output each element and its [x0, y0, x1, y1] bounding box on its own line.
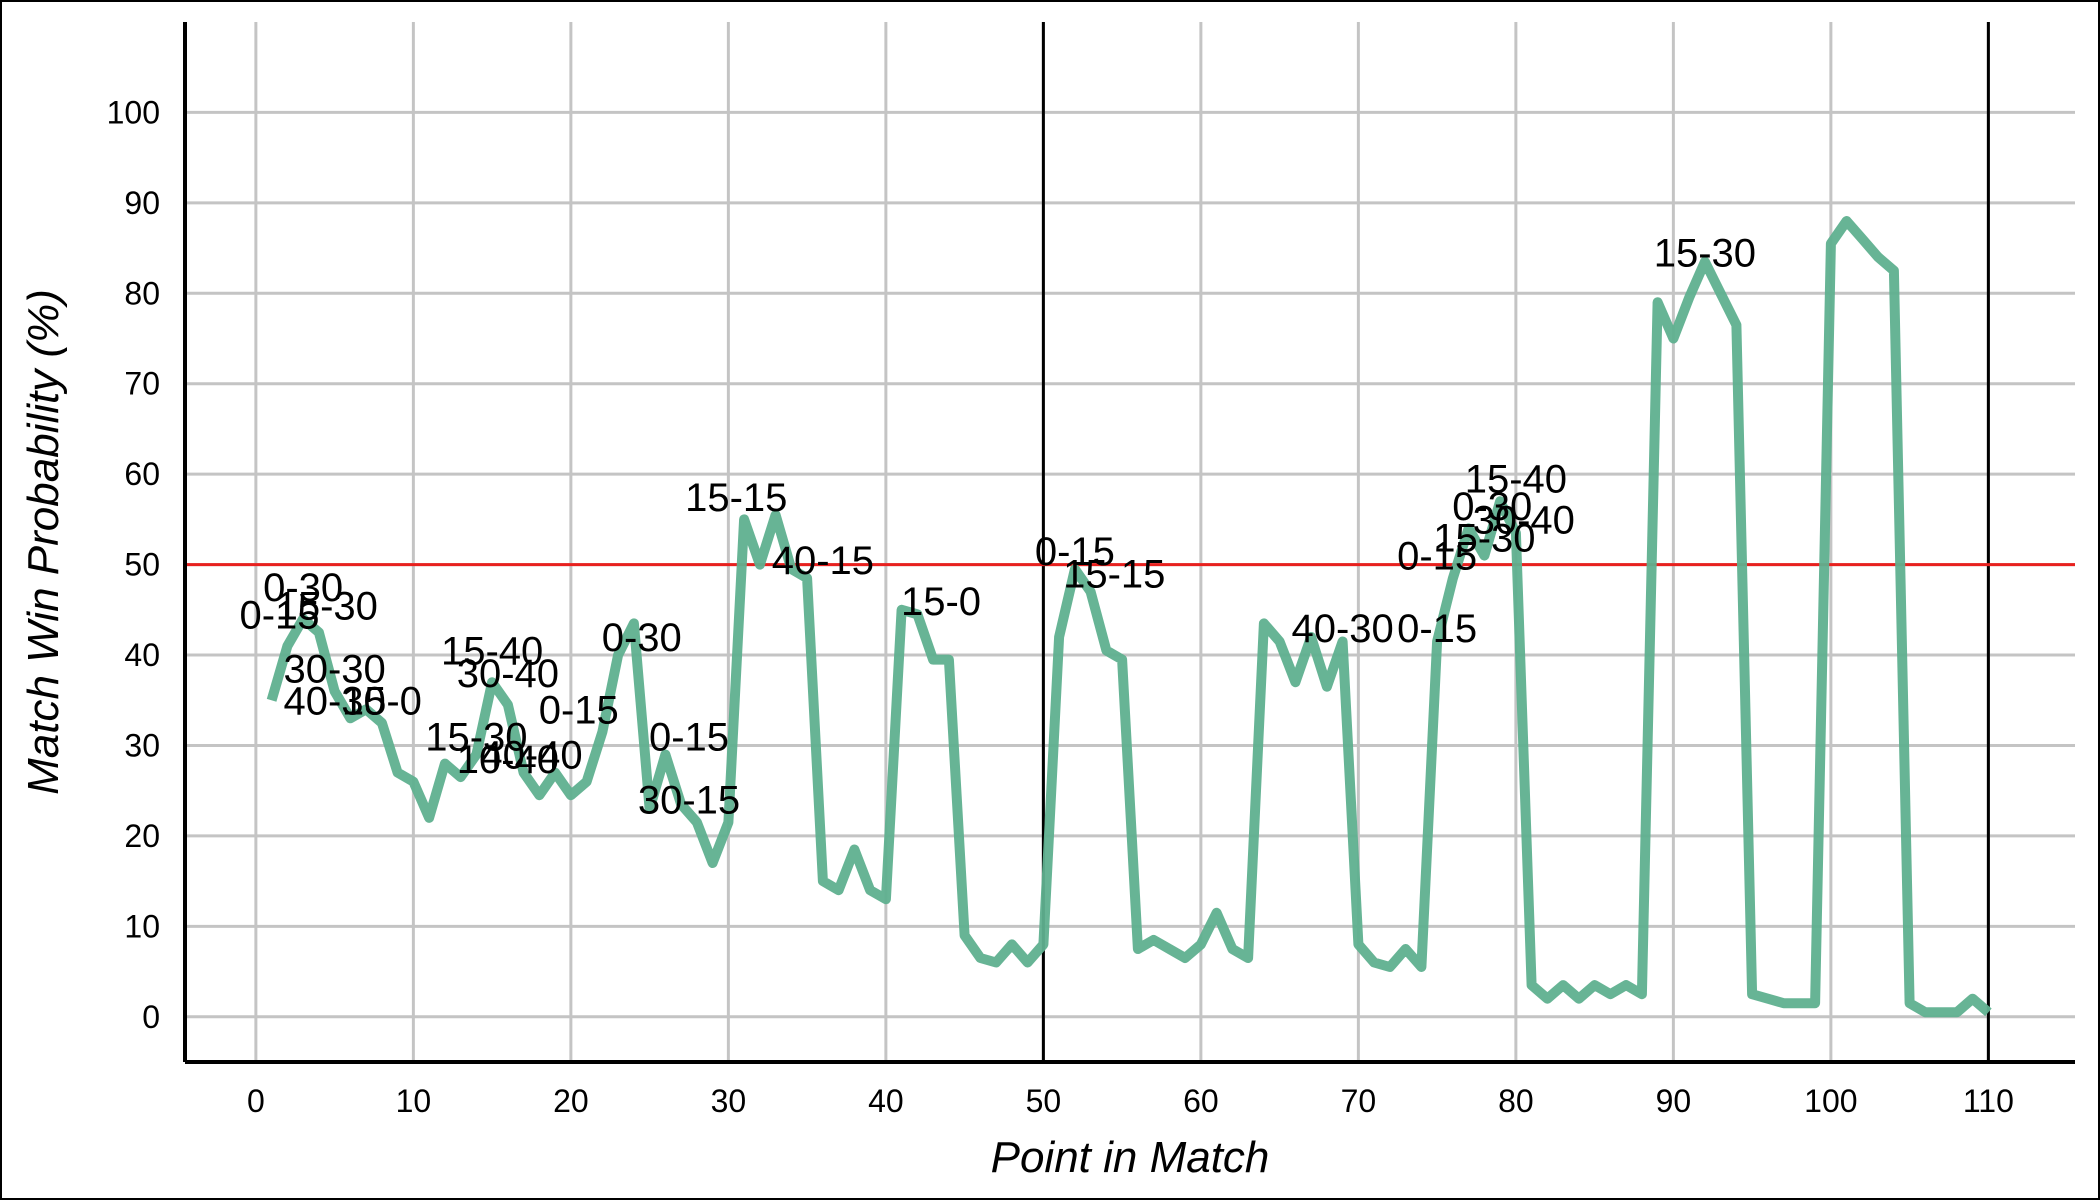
score-annotation: 40-15: [772, 539, 874, 583]
score-annotation: 30-40: [457, 652, 559, 696]
x-axis-title: Point in Match: [991, 1133, 1270, 1182]
score-annotation: 0-30: [602, 616, 682, 660]
axes: [183, 22, 2075, 1064]
score-annotation: 15-30: [425, 715, 527, 759]
y-tick-label: 80: [124, 275, 160, 311]
x-tick-label: 90: [1656, 1083, 1692, 1119]
score-annotation: 0-15: [539, 688, 619, 732]
score-annotation: 40-30: [1291, 607, 1393, 651]
x-tick-label: 110: [1963, 1083, 2014, 1119]
score-annotation: 15-0: [342, 679, 422, 723]
x-tick-label: 70: [1341, 1083, 1377, 1119]
y-tick-label: 0: [142, 999, 160, 1035]
tick-labels: 0 10 20 30 40 50 60 70 80 90 100 110 0 10 20 30 40 50 60 70…: [107, 94, 2014, 1119]
series-group: [266, 216, 1992, 1018]
score-annotation: 15-30: [1654, 232, 1756, 276]
score-annotation: 0-15: [239, 593, 319, 637]
score-annotation: 0-15: [649, 715, 729, 759]
y-tick-label: 40: [124, 637, 160, 673]
series-line: [266, 216, 1992, 1018]
score-annotation: 0-15: [1397, 607, 1477, 651]
score-annotation: 15-15: [1063, 553, 1165, 597]
score-annotation: 40-40: [480, 734, 582, 778]
score-annotation: 15-30: [276, 584, 378, 628]
score-annotation: 0-30: [1452, 485, 1532, 529]
score-annotation: 15-40: [441, 630, 543, 674]
score-annotation: 0-15: [1035, 530, 1115, 574]
x-tick-label: 100: [1804, 1083, 1857, 1119]
x-tick-label: 30: [711, 1083, 747, 1119]
y-tick-label: 10: [124, 908, 160, 944]
score-annotation: 15-0: [901, 580, 981, 624]
score-annotation: 0-30: [263, 566, 343, 610]
score-annotation: 15-30: [1433, 516, 1535, 560]
x-tick-label: 50: [1026, 1083, 1062, 1119]
x-tick-label: 60: [1183, 1083, 1219, 1119]
y-tick-label: 70: [124, 366, 160, 402]
score-annotations: 0-150-3015-3030-3040-3015-015-3040-4010-…: [239, 232, 1756, 823]
score-annotation: 30-30: [283, 648, 385, 692]
x-tick-label: 40: [868, 1083, 904, 1119]
score-annotation: 30-40: [1473, 498, 1575, 542]
y-axis-title: Match Win Probability (%): [19, 289, 68, 795]
x-tick-label: 20: [553, 1083, 589, 1119]
y-tick-label: 50: [124, 547, 160, 583]
x-tick-label: 10: [396, 1083, 432, 1119]
score-annotation: 0-15: [1397, 535, 1477, 579]
x-tick-label: 80: [1498, 1083, 1534, 1119]
score-annotation: 30-15: [638, 779, 740, 823]
y-tick-label: 90: [124, 185, 160, 221]
score-annotation: 10-40: [457, 738, 559, 782]
y-tick-label: 100: [107, 94, 160, 130]
score-annotation: 15-15: [685, 476, 787, 520]
x-tick-label: 0: [247, 1083, 265, 1119]
y-tick-label: 60: [124, 456, 160, 492]
score-annotation: 40-30: [283, 679, 385, 723]
y-tick-label: 20: [124, 818, 160, 854]
y-tick-label: 30: [124, 727, 160, 763]
score-annotation: 15-40: [1465, 458, 1567, 502]
